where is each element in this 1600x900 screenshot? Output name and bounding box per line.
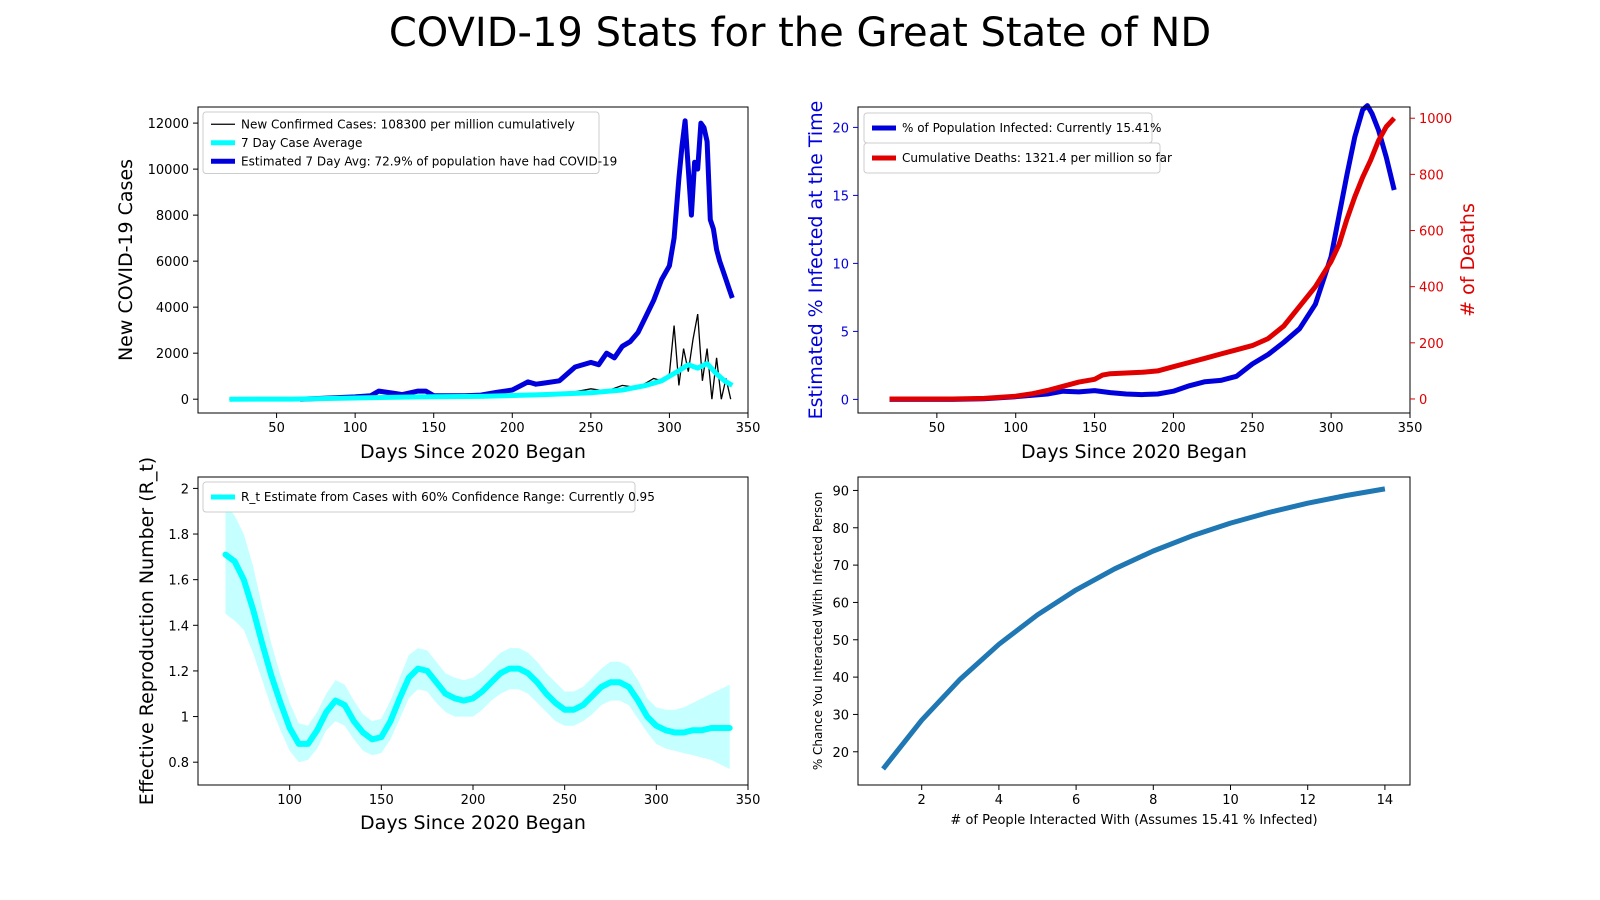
infected-left-ytick-label: 10 xyxy=(832,257,849,272)
rt-ytick-label: 2 xyxy=(181,482,189,497)
rt-ytick-label: 1 xyxy=(181,711,189,726)
infected-xtick-label: 300 xyxy=(1319,421,1344,436)
rt-estimate-line xyxy=(222,551,733,747)
cases-frame xyxy=(197,106,749,414)
interaction-ytick-label: 90 xyxy=(832,484,849,499)
infected-left-ytick-label: 20 xyxy=(832,121,849,136)
rt-legend-box xyxy=(202,481,636,513)
interaction-ytick-label: 40 xyxy=(832,671,849,686)
interaction-xtick-label: 12 xyxy=(1299,793,1316,808)
cases-xlabel: Days Since 2020 Began xyxy=(360,441,586,463)
infected-xtick-label: 250 xyxy=(1240,421,1265,436)
cases-xtick-label: 200 xyxy=(500,421,525,436)
cases-xtick-label: 250 xyxy=(578,421,603,436)
rt-xtick-label: 100 xyxy=(277,793,302,808)
cases-legend-box xyxy=(202,111,600,174)
cases-legend-label: 7 Day Case Average xyxy=(241,136,362,150)
figure-title: COVID-19 Stats for the Great State of ND xyxy=(388,10,1212,56)
cases-ytick-label: 12000 xyxy=(148,117,189,132)
rt-ylabel: Effective Reproduction Number (R_t) xyxy=(136,457,158,805)
infected-xtick-label: 350 xyxy=(1398,421,1423,436)
interaction-ytick-label: 20 xyxy=(832,746,849,761)
rt-legend-label: R_t Estimate from Cases with 60% Confide… xyxy=(241,490,655,504)
cases-xtick-label: 100 xyxy=(343,421,368,436)
infected-left-ytick-label: 5 xyxy=(841,325,849,340)
infected-right-ytick-label: 1000 xyxy=(1419,112,1452,127)
rt-confidence-band xyxy=(225,504,730,769)
cases-ytick-label: 8000 xyxy=(156,209,189,224)
rt-xtick-label: 150 xyxy=(369,793,394,808)
deaths-legend-label: Cumulative Deaths: 1321.4 per million so… xyxy=(902,151,1172,165)
cumulative-deaths-line xyxy=(889,116,1397,402)
cases-ytick-label: 4000 xyxy=(156,301,189,316)
interaction-ytick-label: 50 xyxy=(832,634,849,649)
interaction-ytick-label: 70 xyxy=(832,559,849,574)
rt-ytick-label: 0.8 xyxy=(168,756,189,771)
infected-frame xyxy=(857,106,1411,414)
interaction-xtick-label: 4 xyxy=(995,793,1003,808)
rt-ytick-label: 1.2 xyxy=(168,665,189,680)
infected-right-ytick-label: 0 xyxy=(1419,393,1427,408)
infected-right-ytick-label: 800 xyxy=(1419,168,1444,183)
cases-ytick-label: 6000 xyxy=(156,255,189,270)
rt-ytick-label: 1.6 xyxy=(168,574,189,589)
cases-legend-label: Estimated 7 Day Avg: 72.9% of population… xyxy=(241,154,617,168)
interaction-xtick-label: 10 xyxy=(1222,793,1239,808)
infected-left-ytick-label: 0 xyxy=(841,393,849,408)
infected-xtick-label: 50 xyxy=(929,421,946,436)
interaction-xlabel: # of People Interacted With (Assumes 15.… xyxy=(950,813,1317,828)
cases-xtick-label: 300 xyxy=(657,421,682,436)
infected-xlabel: Days Since 2020 Began xyxy=(1021,441,1247,463)
interaction-ytick-label: 30 xyxy=(832,708,849,723)
rt-xlabel: Days Since 2020 Began xyxy=(360,812,586,834)
cases-ytick-label: 10000 xyxy=(148,163,189,178)
seven-day-avg-line xyxy=(229,361,734,402)
cases-xtick-label: 50 xyxy=(268,421,285,436)
rt-xtick-label: 250 xyxy=(552,793,577,808)
rt-xtick-label: 200 xyxy=(461,793,486,808)
infected-xtick-label: 100 xyxy=(1003,421,1028,436)
cases-xtick-label: 350 xyxy=(736,421,761,436)
infected-xtick-label: 150 xyxy=(1082,421,1107,436)
interaction-xtick-label: 2 xyxy=(918,793,926,808)
percent-infected-line xyxy=(889,103,1397,402)
interaction-frame xyxy=(857,476,1411,786)
interaction-xtick-label: 8 xyxy=(1149,793,1157,808)
infected-right-ytick-label: 400 xyxy=(1419,281,1444,296)
interaction-ytick-label: 60 xyxy=(832,596,849,611)
interaction-chance-line xyxy=(881,486,1386,771)
deaths-legend-box xyxy=(863,142,1161,174)
cases-ytick-label: 2000 xyxy=(156,347,189,362)
interaction-ylabel: % Chance You Interacted With Infected Pe… xyxy=(811,492,825,770)
cases-xtick-label: 150 xyxy=(421,421,446,436)
infected-xtick-label: 200 xyxy=(1161,421,1186,436)
rt-xtick-label: 300 xyxy=(644,793,669,808)
rt-xtick-label: 350 xyxy=(736,793,761,808)
infected-legend-label: % of Population Infected: Currently 15.4… xyxy=(902,121,1161,135)
interaction-xtick-label: 14 xyxy=(1377,793,1394,808)
infected-left-ytick-label: 15 xyxy=(832,189,849,204)
infected-right-ytick-label: 200 xyxy=(1419,337,1444,352)
new-cases-line xyxy=(229,313,732,400)
infected-right-ytick-label: 600 xyxy=(1419,225,1444,240)
rt-ytick-label: 1.8 xyxy=(168,528,189,543)
cases-legend-label: New Confirmed Cases: 108300 per million … xyxy=(241,117,575,131)
deaths-ylabel: # of Deaths xyxy=(1457,203,1479,317)
rt-ytick-label: 1.4 xyxy=(168,619,189,634)
infected-ylabel: Estimated % Infected at the Time xyxy=(805,101,827,420)
interaction-ytick-label: 80 xyxy=(832,522,849,537)
interaction-xtick-label: 6 xyxy=(1072,793,1080,808)
estimated-avg-line xyxy=(300,118,735,402)
cases-ytick-label: 0 xyxy=(181,393,189,408)
cases-ylabel: New COVID-19 Cases xyxy=(115,159,137,361)
